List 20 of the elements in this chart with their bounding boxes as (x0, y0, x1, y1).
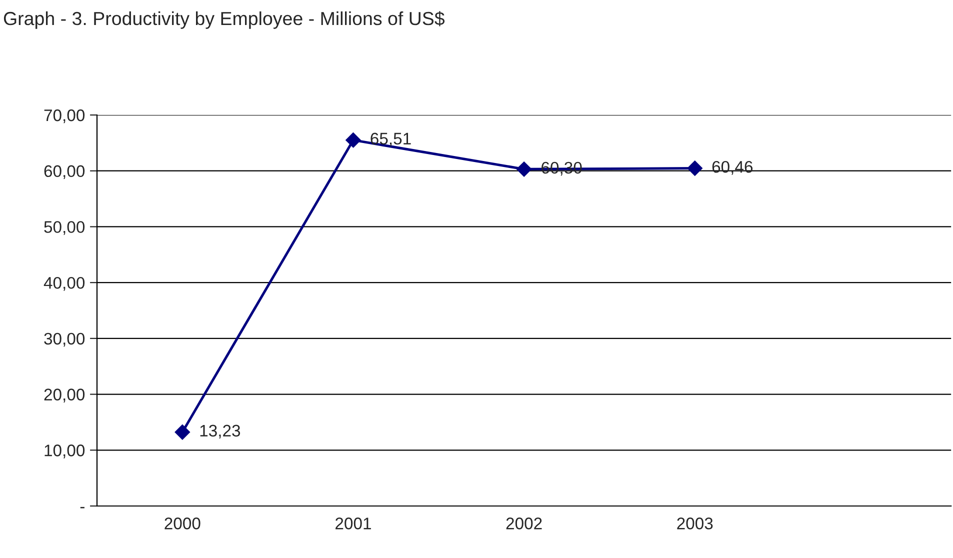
point (346, 132, 361, 148)
y-tick-label: 40,00 (44, 276, 85, 291)
x-tick-label: 2000 (164, 518, 200, 530)
chart-title: Graph - 3. Productivity by Employee - Millions of US$ (4, 11, 445, 29)
data-label: 13,23 (200, 424, 240, 439)
point (516, 162, 532, 177)
y-tick-label: - (80, 506, 84, 508)
data-label: 65,51 (370, 132, 411, 147)
data-label: 60,30 (542, 162, 582, 176)
x-tick-label: 2003 (677, 518, 713, 530)
point (687, 160, 702, 176)
y-tick-label: 60,00 (44, 165, 85, 180)
x-tick-label: 2001 (336, 518, 371, 530)
y-tick-label: 50,00 (44, 221, 85, 235)
y-tick-label: 70,00 (44, 109, 85, 124)
y-tick-label: 30,00 (44, 332, 85, 347)
point (174, 424, 190, 440)
y-tick-label: 20,00 (44, 388, 85, 402)
x-tick-label: 2002 (506, 518, 542, 530)
y-tick-label: 10,00 (44, 444, 85, 458)
